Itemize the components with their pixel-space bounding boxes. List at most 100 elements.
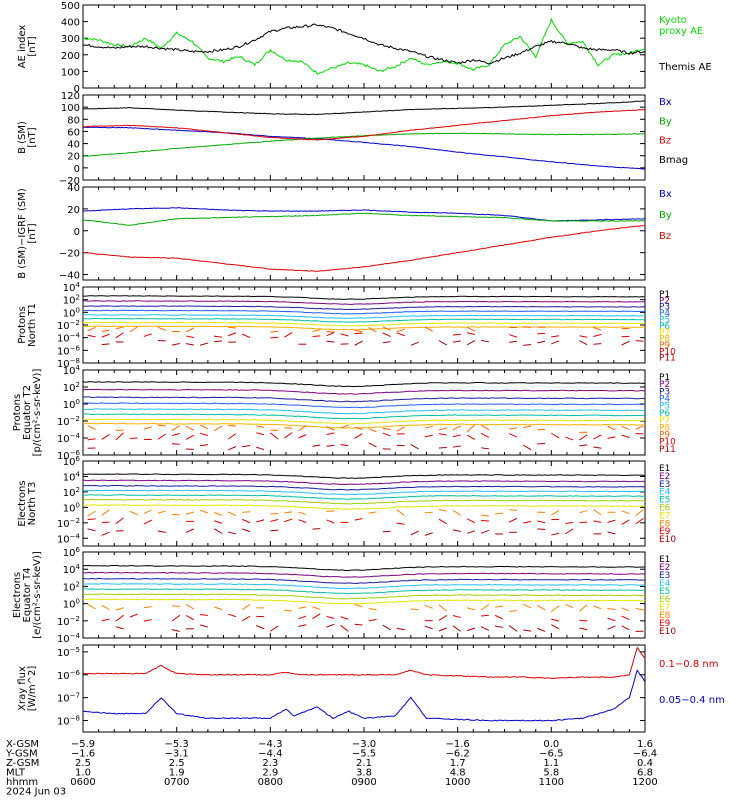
- series-segment: [228, 425, 237, 427]
- legend-entry: P9: [659, 341, 670, 351]
- y-tick-label: 200: [61, 51, 80, 62]
- ephemeris-value: 1.9: [169, 768, 185, 779]
- legend-entry: Themis AE: [658, 62, 712, 73]
- series-line: [82, 504, 646, 510]
- series-segment: [228, 332, 237, 337]
- y-axis-label: Electrons: [17, 480, 28, 526]
- series-segment: [396, 332, 405, 337]
- series-segment: [438, 340, 447, 346]
- series-segment: [509, 340, 518, 343]
- series-segment: [242, 518, 251, 524]
- y-tick-label: 100: [63, 306, 80, 319]
- ephemeris-value: −5.3: [165, 739, 189, 750]
- series-segment: [368, 327, 377, 333]
- series-segment: [87, 334, 96, 338]
- y-axis-label: Protons: [12, 394, 23, 431]
- panel-frame: [82, 286, 646, 364]
- series-segment: [270, 529, 279, 532]
- series-segment: [579, 619, 588, 622]
- series-segment: [396, 522, 405, 525]
- series-segment: [228, 613, 237, 618]
- series-segment: [298, 434, 307, 439]
- legend-entry: E5: [659, 496, 670, 506]
- ephemeris-value: 0600: [70, 777, 95, 788]
- y-axis-label: [p/(cm²-s-sr-keV)]: [32, 369, 43, 457]
- series-segment: [466, 530, 475, 534]
- series-segment: [635, 518, 644, 525]
- legend-entry: P4: [659, 309, 670, 319]
- series-segment: [284, 432, 293, 439]
- y-tick-label: 10−2: [57, 319, 80, 332]
- y-tick-label: 40: [67, 183, 80, 194]
- series-segment: [593, 605, 602, 610]
- legend-entry: P5: [659, 315, 670, 325]
- series-segment: [326, 425, 335, 431]
- series-segment: [410, 530, 419, 536]
- series-segment: [87, 518, 96, 520]
- legend-entry: E1: [659, 464, 670, 474]
- ephemeris-value: −6.2: [446, 749, 470, 760]
- series-segment: [551, 618, 560, 622]
- series-segment: [256, 446, 265, 451]
- series-segment: [326, 331, 335, 337]
- y-tick-label: 10−6: [57, 669, 81, 682]
- series-segment: [607, 436, 616, 439]
- series-segment: [509, 334, 518, 338]
- series-segment: [340, 625, 349, 632]
- series-segment: [284, 609, 293, 612]
- panel-3: 40 20 0 −20 −40 B (SM)−IGRF (SM) [nT] Bx By Bz: [17, 183, 672, 282]
- series-segment: [410, 608, 419, 611]
- series-segment: [565, 603, 574, 609]
- series-segment: [242, 511, 251, 513]
- series-segment: [129, 613, 138, 618]
- series-segment: [270, 330, 279, 333]
- series-segment: [228, 326, 237, 329]
- series-segment: [551, 509, 560, 516]
- series-segment: [551, 532, 560, 536]
- ephemeris-value: −3.0: [352, 739, 376, 750]
- series-segment: [452, 434, 461, 438]
- ephemeris-value: 1000: [445, 777, 470, 788]
- series-line: [82, 381, 646, 388]
- y-tick-label: 10−2: [57, 615, 80, 628]
- series-line: [82, 571, 646, 578]
- series-segment: [508, 517, 518, 523]
- series-segment: [452, 614, 461, 619]
- series-segment: [200, 614, 208, 616]
- legend-entry: E8: [659, 611, 671, 621]
- series-segment: [523, 520, 532, 524]
- series-segment: [143, 606, 152, 609]
- series-segment: [298, 606, 307, 609]
- ephemeris-value: 4.8: [450, 768, 466, 779]
- series-line: [82, 484, 646, 491]
- series-line: [82, 207, 646, 222]
- y-tick-label: 10−4: [57, 332, 81, 345]
- y-tick-label: 10−8: [57, 357, 80, 370]
- series-line: [82, 473, 646, 479]
- series-segment: [523, 343, 532, 346]
- y-tick-label: 100: [63, 501, 80, 514]
- ephemeris-label: X-GSM: [6, 739, 39, 750]
- series-segment: [537, 627, 546, 632]
- legend-entry: By: [659, 210, 672, 221]
- series-segment: [621, 607, 630, 612]
- legend-entry: P2: [659, 296, 670, 306]
- series-segment: [171, 343, 180, 346]
- series-line: [82, 564, 646, 571]
- legend-entry: P3: [659, 303, 670, 313]
- ephemeris-value: 0.0: [543, 739, 559, 750]
- legend-entry: P4: [659, 395, 670, 405]
- y-tick-label: 104: [63, 470, 81, 483]
- series-segment: [509, 427, 518, 430]
- legend-entry: E10: [659, 535, 676, 545]
- legend-entry: Bx: [659, 97, 672, 108]
- series-segment: [621, 340, 630, 346]
- series-segment: [466, 627, 475, 632]
- series-line: [82, 408, 646, 415]
- series-segment: [340, 444, 349, 447]
- series-segment: [340, 424, 349, 429]
- legend-entry: E6: [659, 595, 671, 605]
- legend-entry: E8: [659, 519, 671, 529]
- panel-frame: [82, 94, 646, 181]
